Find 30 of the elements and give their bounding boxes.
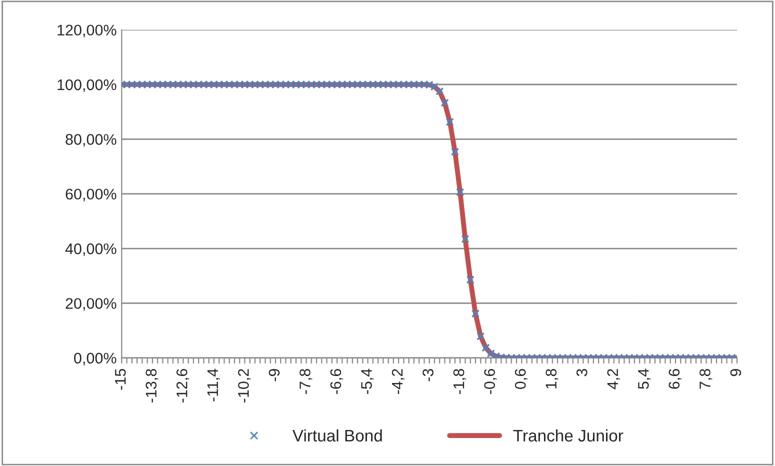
x-tick-label: -11,4	[207, 368, 220, 402]
x-tick-label: -10,2	[238, 369, 251, 402]
x-tick-label: -1,8	[453, 368, 466, 394]
x-tick-label: -3	[422, 368, 434, 382]
x-tick-label: -15	[115, 368, 126, 390]
x-tick-label: 4,2	[607, 369, 620, 390]
y-tick-label: 80,00%	[66, 134, 116, 147]
y-tick-label: 100,00%	[58, 79, 116, 92]
x-tick-label: 9	[730, 369, 742, 376]
x-tick-label: 6,6	[668, 368, 682, 389]
x-tick-label: -6,6	[330, 368, 343, 394]
legend-label: Virtual Bond	[292, 429, 382, 442]
x-tick-label: -7,8	[300, 368, 312, 394]
x-tick-label: 7,8	[700, 368, 712, 389]
x-tick-label: -0,6	[484, 368, 497, 394]
y-tick-label: 60,00%	[66, 188, 116, 202]
x-tick-label: 0,6	[514, 368, 528, 389]
y-tick-label: 20,00%	[66, 298, 116, 311]
x-tick-label: 5,4	[638, 368, 651, 389]
x-tick-label: 1,8	[546, 368, 558, 388]
x-tick-label: -9	[268, 369, 280, 382]
x-tick-label: -12,6	[176, 368, 190, 402]
legend-label: Tranche Junior	[513, 429, 624, 442]
x-tick-label: 3	[576, 368, 588, 376]
y-tick-label: 120,00%	[58, 24, 116, 38]
x-tick-label: -13,8	[146, 368, 158, 402]
y-tick-label: 40,00%	[65, 243, 116, 256]
x-tick-label: -4,2	[392, 369, 404, 394]
y-tick-label: 0,00%	[74, 352, 116, 366]
x-tick-label: -5,4	[361, 368, 374, 394]
